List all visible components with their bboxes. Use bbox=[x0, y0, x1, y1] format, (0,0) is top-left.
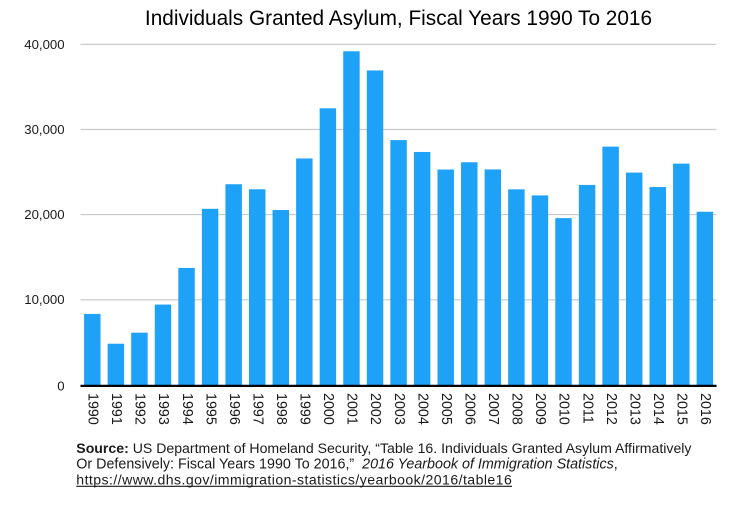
svg-text:40,000: 40,000 bbox=[24, 37, 64, 52]
svg-text:1998: 1998 bbox=[273, 393, 289, 425]
svg-text:1994: 1994 bbox=[179, 393, 195, 425]
svg-text:1995: 1995 bbox=[202, 393, 218, 425]
svg-text:2000: 2000 bbox=[320, 393, 336, 425]
svg-text:2002: 2002 bbox=[367, 393, 383, 425]
svg-text:30,000: 30,000 bbox=[24, 122, 64, 137]
svg-text:2004: 2004 bbox=[414, 393, 430, 425]
svg-text:1993: 1993 bbox=[155, 393, 171, 425]
svg-text:https://www.dhs.gov/immigratio: https://www.dhs.gov/immigration-statisti… bbox=[76, 471, 512, 487]
svg-text:2012: 2012 bbox=[603, 393, 619, 425]
svg-text:1990: 1990 bbox=[85, 393, 101, 425]
svg-text:2003: 2003 bbox=[391, 393, 407, 425]
svg-text:Individuals Granted Asylum, Fi: Individuals Granted Asylum, Fiscal Years… bbox=[145, 7, 652, 30]
svg-text:2013: 2013 bbox=[626, 393, 642, 425]
svg-text:1997: 1997 bbox=[249, 393, 265, 425]
svg-text:2005: 2005 bbox=[438, 393, 454, 425]
svg-text:2006: 2006 bbox=[461, 393, 477, 425]
svg-text:1991: 1991 bbox=[108, 393, 124, 425]
svg-text:2001: 2001 bbox=[344, 393, 360, 425]
svg-text:Or Defensively: Fiscal Years 1: Or Defensively: Fiscal Years 1990 To 201… bbox=[76, 457, 617, 473]
svg-text:2007: 2007 bbox=[485, 393, 501, 425]
svg-text:10,000: 10,000 bbox=[24, 292, 64, 307]
svg-text:1992: 1992 bbox=[132, 393, 148, 425]
svg-text:2009: 2009 bbox=[532, 393, 548, 425]
svg-text:2015: 2015 bbox=[674, 393, 690, 425]
svg-text:1999: 1999 bbox=[297, 393, 313, 425]
svg-text:2010: 2010 bbox=[556, 393, 572, 425]
svg-text:0: 0 bbox=[57, 379, 64, 394]
svg-text:2011: 2011 bbox=[579, 393, 595, 424]
svg-text:20,000: 20,000 bbox=[24, 207, 64, 222]
svg-text:2008: 2008 bbox=[509, 393, 525, 425]
svg-text:1996: 1996 bbox=[226, 393, 242, 425]
svg-text:2016: 2016 bbox=[697, 393, 713, 425]
svg-text:2014: 2014 bbox=[650, 393, 666, 425]
svg-text:Source: US Department of Homel: Source: US Department of Homeland Securi… bbox=[76, 440, 692, 456]
